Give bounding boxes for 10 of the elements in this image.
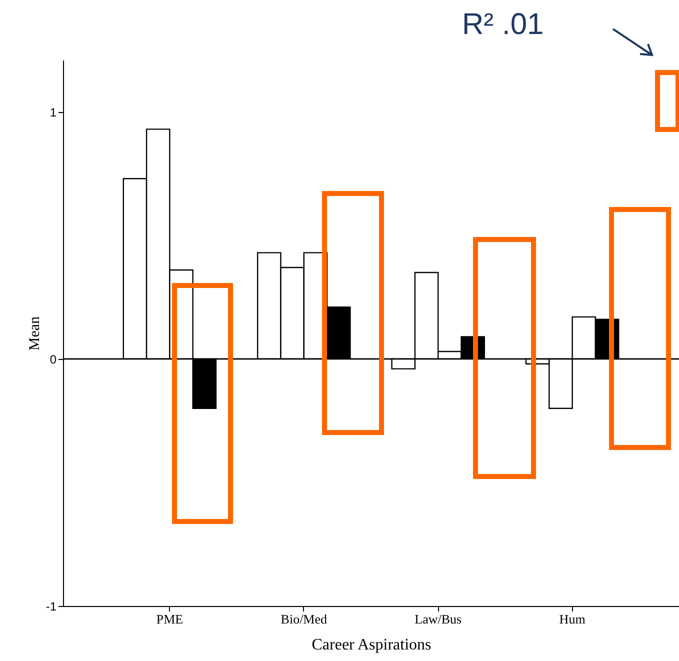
y-tick-label: 1 xyxy=(50,105,57,120)
x-tick-label: Bio/Med xyxy=(280,612,328,626)
y-tick-label: -1 xyxy=(46,600,57,614)
x-tick-label: Law/Bus xyxy=(414,612,462,626)
x-axis-title: Career Aspirations xyxy=(312,636,432,654)
x-tick-label: PME xyxy=(156,612,184,626)
y-tick-label: 0 xyxy=(50,352,57,366)
text: R² .01 xyxy=(462,8,544,42)
y-axis-title: Mean xyxy=(26,316,43,351)
x-tick-label: Hum xyxy=(559,612,586,626)
